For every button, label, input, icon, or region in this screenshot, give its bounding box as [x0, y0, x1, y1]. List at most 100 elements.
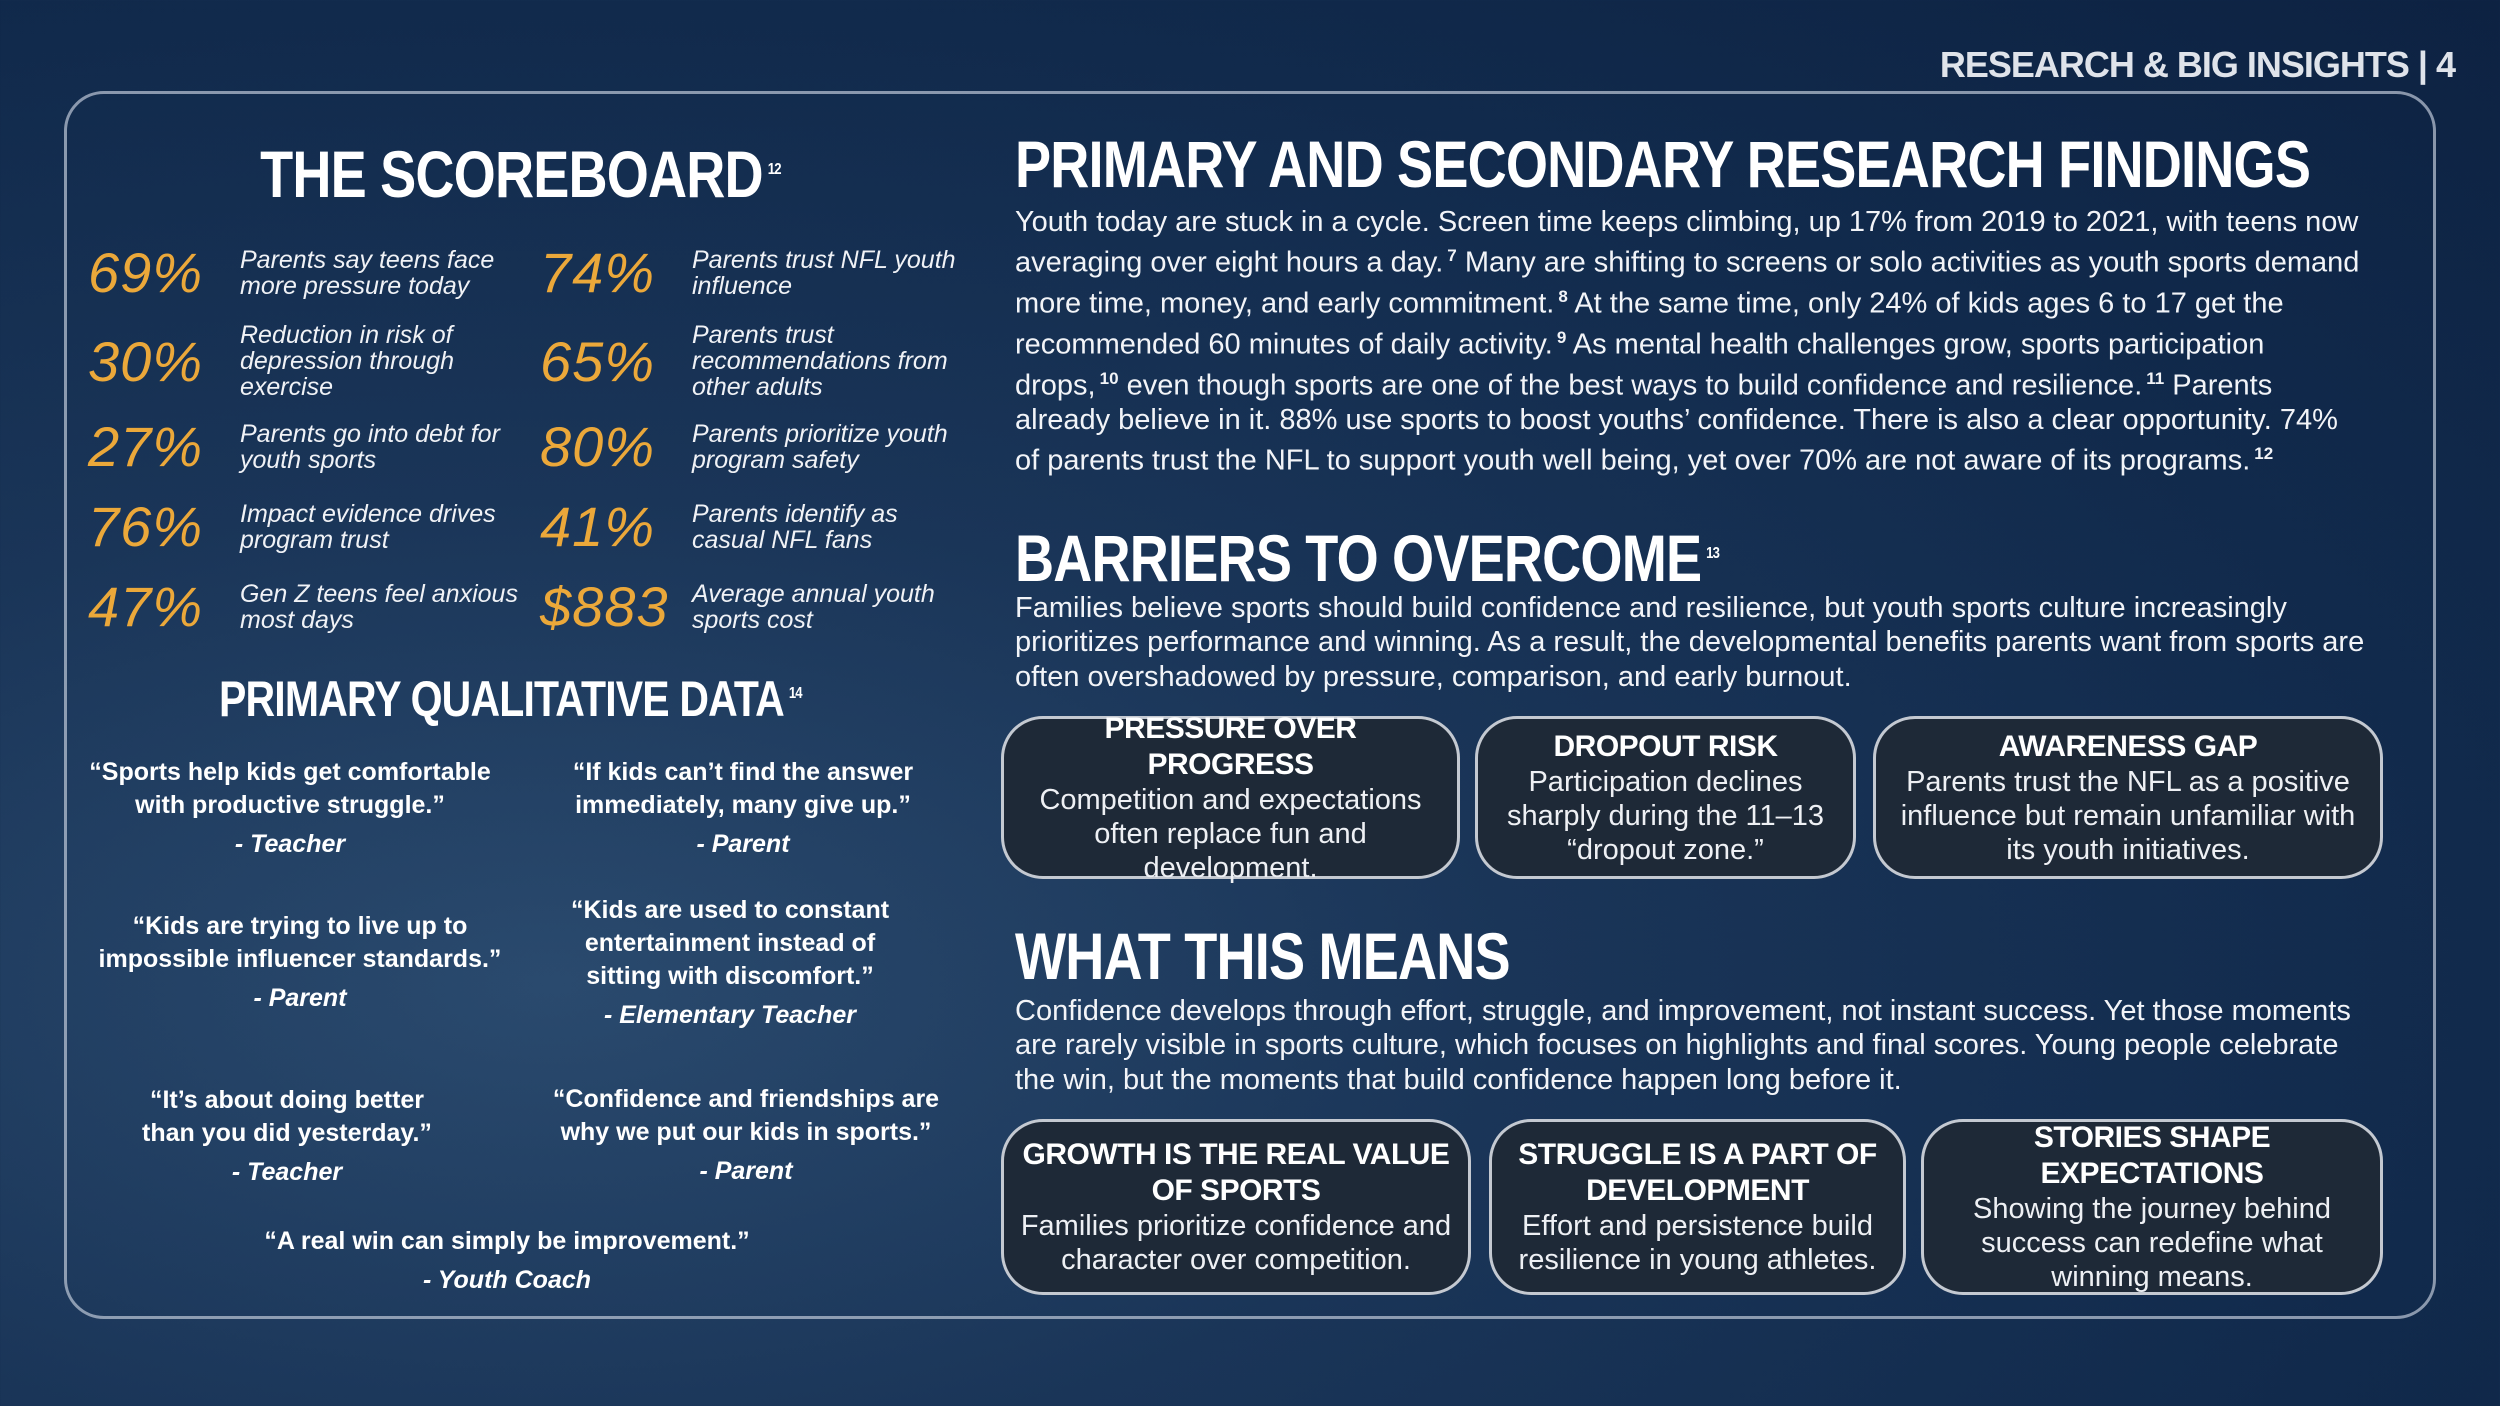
stat-label: Parents trust recommendations from other… [692, 321, 948, 401]
footnote-ref: 10 [1099, 369, 1119, 389]
stat-label: Average annual youth sports cost [692, 579, 935, 634]
means-title-text: WHAT THIS MEANS [1015, 919, 1511, 993]
card: DROPOUT RISK Participation declines sharp… [1475, 716, 1856, 879]
barriers-body: Families believe sports should build con… [1015, 592, 2365, 693]
card: STORIES SHAPE EXPECTATIONS Showing the jo… [1921, 1119, 2383, 1295]
quote-source: - Parent [253, 984, 347, 1012]
stat-figure: 65% [540, 329, 656, 393]
scoreboard-title-text: THE SCOREBOARD [259, 137, 764, 211]
card-text: Effort and persistence build resilience … [1518, 1210, 1877, 1276]
stat: 80% Parents prioritize youth program safe… [540, 414, 972, 479]
stat-label: Reduction in risk of depression through … [240, 321, 455, 401]
stat-label: Impact evidence drives program trust [240, 499, 496, 554]
stat-figure: 41% [540, 495, 656, 558]
barriers-title: BARRIERS TO OVERCOME 13 [1015, 520, 1720, 596]
findings-text: As mental health challenges grow, sports… [1015, 328, 2265, 402]
stat-label: Parents prioritize youth program safety [692, 419, 948, 474]
stat-label: Parents go into debt for youth sports [240, 419, 500, 474]
section-name: RESEARCH & BIG INSIGHTS [1939, 44, 2410, 85]
quote-source: - Parent [696, 830, 790, 858]
quote-text: “Confidence and friendships are why we p… [552, 1085, 940, 1146]
card: AWARENESS GAP Parents trust the NFL as a … [1873, 716, 2383, 879]
card-title: STRUGGLE IS A PART OF DEVELOPMENT [1518, 1138, 1877, 1207]
quote-text: “Kids are used to constant entertainment… [570, 896, 890, 990]
stat: 76% Impact evidence drives program trust [88, 494, 520, 559]
card: GROWTH IS THE REAL VALUE OF SPORTS Famili… [1001, 1119, 1471, 1295]
stat-figure: 80% [540, 415, 656, 478]
quote-source: - Teacher [234, 830, 346, 858]
stat: 65% Parents trust recommendations from ot… [540, 322, 972, 400]
qualitative-title-text: PRIMARY QUALITATIVE DATA [218, 671, 785, 727]
quote: “Sports help kids get comfortable with p… [85, 756, 495, 861]
card-text: Families prioritize confidence and chara… [1020, 1210, 1452, 1276]
stat-label: Parents say teens face more pressure tod… [240, 245, 495, 300]
stat: 69% Parents say teens face more pressure … [88, 240, 520, 305]
quote-source: - Youth Coach [422, 1266, 592, 1294]
footnote-ref: 13 [1706, 545, 1720, 562]
stat: 74% Parents trust NFL youth influence [540, 240, 972, 305]
stat-figure: 30% [88, 329, 204, 393]
footnote-ref: 8 [1558, 287, 1568, 307]
barriers-title-text: BARRIERS TO OVERCOME [1015, 521, 1702, 595]
quote-text: “It’s about doing better than you did ye… [142, 1086, 432, 1147]
means-title: WHAT THIS MEANS [1015, 918, 1511, 994]
findings-title: PRIMARY AND SECONDARY RESEARCH FINDINGS [1015, 126, 2311, 202]
stat: 30% Reduction in risk of depression throu… [88, 322, 520, 400]
card-text: Participation declines sharply during th… [1506, 765, 1825, 866]
footnote-ref: 7 [1447, 246, 1457, 266]
stat-figure: 76% [88, 495, 204, 558]
means-title-wrap: WHAT THIS MEANS [1015, 918, 1618, 994]
findings-text: Parents already believe in it. 88% use s… [1015, 369, 2338, 478]
card-title: STORIES SHAPE EXPECTATIONS [2033, 1121, 2271, 1190]
quote-text: “If kids can’t find the answer immediate… [572, 758, 914, 819]
quote: “Confidence and friendships are why we p… [546, 1083, 946, 1188]
footnote-ref: 11 [2146, 369, 2165, 389]
stat: 27% Parents go into debt for youth sports [88, 414, 520, 479]
stat-figure: 27% [88, 415, 204, 478]
barriers-title-wrap: BARRIERS TO OVERCOME 13 [1015, 520, 1874, 596]
content-panel [64, 91, 2436, 1319]
quote: “A real win can simply be improvement.” -… [257, 1225, 757, 1297]
findings-text: At the same time, only 24% of kids ages … [1015, 287, 2284, 361]
quote: “If kids can’t find the answer immediate… [543, 756, 943, 861]
qualitative-title: PRIMARY QUALITATIVE DATA 14 [218, 670, 803, 728]
quote-source: - Teacher [231, 1158, 343, 1186]
footnote-ref: 9 [1556, 328, 1567, 348]
card-text: Showing the journey behind success can r… [1973, 1193, 2331, 1293]
stat-label: Gen Z teens feel anxious most days [240, 579, 518, 634]
quote: “Kids are used to constant entertainment… [560, 894, 900, 1032]
card-text: Parents trust the NFL as a positive infl… [1900, 765, 2356, 866]
footnote-ref: 14 [788, 685, 802, 703]
quote-text: “A real win can simply be improvement.” [264, 1227, 750, 1255]
page-number: 4 [2435, 44, 2456, 85]
quote-source: - Elementary Teacher [604, 1001, 856, 1029]
quote-text: “Sports help kids get comfortable with p… [89, 758, 491, 819]
stat-label: Parents trust NFL youth influence [692, 245, 956, 300]
stat-figure: 47% [88, 575, 204, 638]
findings-text: Many are shifting to screens or solo act… [1015, 246, 2360, 320]
findings-body: Youth today are stuck in a cycle. Screen… [1015, 205, 2365, 478]
stat: 41% Parents identify as casual NFL fans [540, 494, 972, 559]
scoreboard-title-wrap: THE SCOREBOARD 12 [160, 136, 880, 212]
card-text: Competition and expectations often repla… [1039, 783, 1422, 884]
page-header: RESEARCH & BIG INSIGHTS | 4 [1939, 44, 2456, 85]
footnote-ref: 12 [2254, 444, 2274, 464]
quote-source: - Parent [699, 1157, 793, 1185]
findings-text: Youth today are stuck in a cycle. Screen… [1015, 206, 2359, 279]
quote: “Kids are trying to live up to impossibl… [90, 910, 510, 1015]
card: STRUGGLE IS A PART OF DEVELOPMENT Effort … [1489, 1119, 1906, 1295]
card-title: DROPOUT RISK [1553, 729, 1778, 763]
scoreboard-title: THE SCOREBOARD 12 [260, 136, 781, 212]
quote: “It’s about doing better than you did ye… [137, 1084, 437, 1189]
stat-figure: $883 [540, 575, 669, 638]
quote-text: “Kids are trying to live up to impossibl… [98, 912, 502, 973]
means-body: Confidence develops through effort, stru… [1015, 995, 2351, 1096]
findings-text: even though sports are one of the best w… [1126, 369, 2143, 402]
footnote-ref: 12 [767, 161, 781, 178]
findings-title-wrap: PRIMARY AND SECONDARY RESEARCH FINDINGS [1015, 126, 2500, 202]
stat-figure: 74% [540, 241, 656, 304]
stat: 47% Gen Z teens feel anxious most days [88, 574, 520, 639]
findings-title-text: PRIMARY AND SECONDARY RESEARCH FINDINGS [1015, 127, 2311, 201]
qualitative-title-wrap: PRIMARY QUALITATIVE DATA 14 [110, 670, 910, 728]
